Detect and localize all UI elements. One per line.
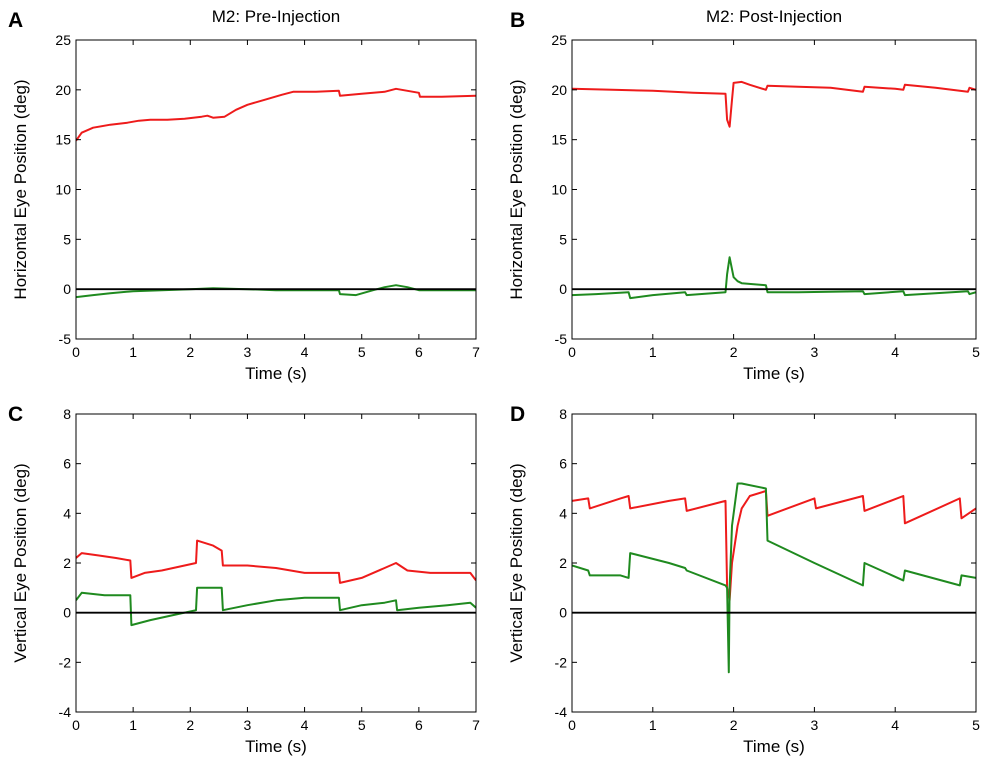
y-tick-label: 6 [63,456,71,472]
x-tick-label: 0 [568,717,576,733]
series-line-red [76,539,476,584]
x-tick-label: 7 [472,717,480,733]
x-axis-label: Time (s) [245,737,307,756]
x-tick-label: 3 [811,717,819,733]
x-tick-label: 7 [472,344,480,360]
x-tick-label: 5 [358,717,366,733]
x-tick-label: 2 [730,717,738,733]
x-axis-label: Time (s) [743,737,805,756]
x-tick-label: 3 [811,344,819,360]
series-line-green [572,256,976,300]
y-tick-label: 4 [559,505,567,521]
y-tick-label: 4 [63,505,71,521]
y-tick-label: -4 [59,704,72,720]
y-axis-label: Vertical Eye Position (deg) [11,463,30,662]
panel-c: C 0 1 2 3 4 5 6 7 -4 -2 0 2 4 6 8 Time (s) Vertical Eye P… [8,403,480,756]
series-line-green [76,586,476,627]
panel-letter: A [8,9,23,32]
y-tick-label: 20 [551,82,567,98]
x-axis-label: Time (s) [743,364,805,383]
y-tick-label: -4 [555,704,568,720]
x-tick-label: 2 [186,717,194,733]
x-tick-label: 0 [72,717,80,733]
y-tick-label: 0 [559,605,567,621]
x-tick-label: 3 [244,344,252,360]
y-tick-label: 25 [55,32,71,48]
series-line-green [572,482,976,674]
x-tick-label: 5 [358,344,366,360]
y-tick-label: 5 [559,231,567,247]
y-tick-label: -5 [59,331,72,347]
x-tick-label: 5 [972,344,980,360]
y-tick-label: 0 [63,281,71,297]
x-tick-label: 2 [186,344,194,360]
x-tick-label: 4 [891,344,899,360]
x-tick-label: 0 [72,344,80,360]
series-line-red [76,87,476,142]
y-tick-label: 6 [559,456,567,472]
y-tick-label: -5 [555,331,568,347]
y-tick-label: 8 [559,406,567,422]
y-axis-label: Horizontal Eye Position (deg) [11,79,30,299]
x-tick-label: 5 [972,717,980,733]
y-tick-label: 10 [55,182,71,198]
x-tick-label: 1 [649,717,657,733]
panel-letter: B [510,9,525,32]
y-tick-label: 15 [55,132,71,148]
plot-frame [75,39,477,340]
y-tick-label: 8 [63,406,71,422]
x-tick-label: 4 [891,717,899,733]
chart-title: M2: Pre-Injection [212,7,341,26]
y-tick-label: 15 [551,132,567,148]
y-tick-label: 20 [55,82,71,98]
plot-frame [571,413,977,713]
series-line-red [572,490,976,602]
panel-letter: D [510,403,525,426]
x-axis-label: Time (s) [245,364,307,383]
y-tick-label: 0 [63,605,71,621]
x-tick-label: 1 [129,717,137,733]
y-tick-label: 2 [63,555,71,571]
chart-title: M2: Post-Injection [706,7,842,26]
series-line-green [76,284,476,299]
panel-d: D 0 1 2 3 4 5 -4 -2 0 2 4 6 8 Time (s) Vertical Eye Pos… [507,403,980,756]
y-tick-label: 5 [63,231,71,247]
y-tick-label: -2 [59,654,72,670]
x-tick-label: 4 [301,717,309,733]
y-tick-label: 25 [551,32,567,48]
y-tick-label: -2 [555,654,568,670]
series-line-red [572,80,976,128]
panel-letter: C [8,403,23,426]
x-tick-label: 1 [649,344,657,360]
x-tick-label: 2 [730,344,738,360]
y-axis-label: Vertical Eye Position (deg) [507,463,526,662]
x-tick-label: 4 [301,344,309,360]
plot-frame [75,413,477,713]
y-tick-label: 0 [559,281,567,297]
y-tick-label: 2 [559,555,567,571]
x-tick-label: 6 [415,344,423,360]
y-tick-label: 10 [551,182,567,198]
x-tick-label: 3 [244,717,252,733]
x-tick-label: 0 [568,344,576,360]
y-axis-label: Horizontal Eye Position (deg) [507,79,526,299]
x-tick-label: 6 [415,717,423,733]
x-tick-label: 1 [129,344,137,360]
